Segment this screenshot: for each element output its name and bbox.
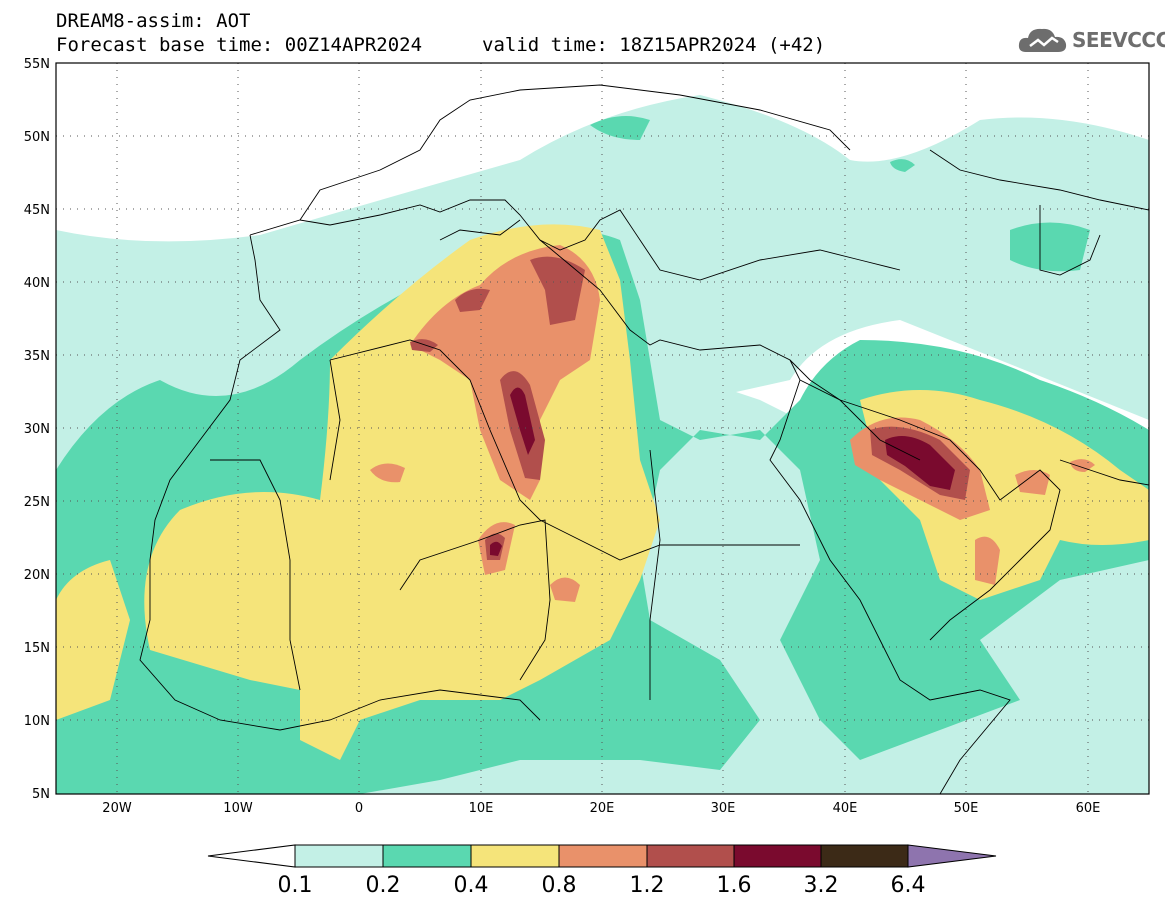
lon-label: 50E	[954, 801, 979, 816]
logo-text: SEEVCCC	[1072, 28, 1165, 52]
lon-label: 10W	[223, 801, 253, 816]
colorbar-segment	[646, 844, 735, 868]
lat-label: 30N	[24, 422, 50, 437]
lat-label: 45N	[24, 203, 50, 218]
colorbar-labels: 0.1 0.2 0.4 0.8 1.2 1.6 3.2 6.4	[278, 873, 926, 898]
lat-label: 10N	[24, 714, 50, 729]
coastlines	[139, 84, 1149, 794]
colorbar-segment	[382, 844, 472, 868]
lon-label: 10E	[469, 801, 494, 816]
colorbar-label: 1.6	[717, 873, 752, 898]
lat-label: 25N	[24, 495, 50, 510]
lon-label: 40E	[833, 801, 858, 816]
colorbar-label: 0.1	[278, 873, 313, 898]
colorbar-segment	[294, 844, 384, 868]
lat-label: 50N	[24, 130, 50, 145]
colorbar-segment	[558, 844, 648, 868]
colorbar-label: 0.8	[542, 873, 577, 898]
lon-label: 20E	[590, 801, 615, 816]
lat-label: 20N	[24, 568, 50, 583]
colorbar-segment	[470, 844, 560, 868]
cloud-icon	[1018, 28, 1067, 52]
colorbar-label: 0.2	[366, 873, 401, 898]
colorbar-min-arrow	[207, 844, 296, 868]
forecast-base-time: Forecast base time: 00Z14APR2024	[56, 34, 423, 56]
colorbar-label: 0.4	[454, 873, 489, 898]
map-frame	[55, 62, 1150, 795]
colorbar-label: 6.4	[891, 873, 926, 898]
colorbar-segment	[733, 844, 822, 868]
lat-label: 40N	[24, 276, 50, 291]
lat-label: 35N	[24, 349, 50, 364]
valid-time: valid time: 18Z15APR2024 (+42)	[482, 34, 826, 56]
colorbar-segment	[820, 844, 909, 868]
colorbar-label: 1.2	[630, 873, 665, 898]
lon-label: 30E	[711, 801, 736, 816]
lon-label: 20W	[102, 801, 132, 816]
lon-label: 0	[355, 801, 363, 816]
lat-label: 5N	[32, 787, 50, 802]
colorbar-label: 3.2	[804, 873, 839, 898]
map-title: DREAM8-assim: AOT	[56, 10, 251, 32]
colorbar	[207, 844, 997, 868]
latitude-labels: 55N 50N 45N 40N 35N 30N 25N 20N 15N 10N …	[24, 57, 50, 802]
lat-label: 15N	[24, 641, 50, 656]
lon-label: 60E	[1076, 801, 1101, 816]
gridlines	[56, 63, 1149, 794]
longitude-labels: 20W 10W 0 10E 20E 30E 40E 50E 60E	[102, 801, 1100, 816]
seevccc-logo: SEEVCCC	[1016, 22, 1165, 58]
colorbar-max-arrow	[907, 844, 997, 868]
lat-label: 55N	[24, 57, 50, 72]
